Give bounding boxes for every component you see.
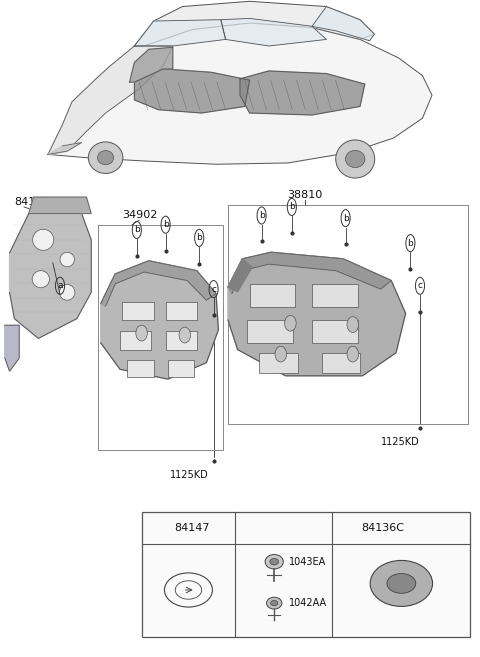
Circle shape	[179, 327, 191, 343]
Polygon shape	[101, 261, 218, 379]
Ellipse shape	[265, 555, 283, 569]
Text: 1125KD: 1125KD	[170, 470, 209, 480]
Polygon shape	[48, 46, 173, 154]
Bar	[142, 512, 470, 637]
Circle shape	[136, 325, 147, 341]
Ellipse shape	[33, 229, 54, 250]
Ellipse shape	[32, 271, 49, 288]
Circle shape	[275, 346, 287, 362]
Text: b: b	[134, 225, 140, 235]
Polygon shape	[48, 143, 82, 154]
Circle shape	[347, 346, 359, 362]
Bar	[312, 284, 358, 307]
Text: b: b	[196, 233, 202, 242]
Polygon shape	[134, 1, 374, 46]
Ellipse shape	[60, 284, 75, 300]
Ellipse shape	[370, 560, 432, 606]
Bar	[322, 353, 360, 373]
Ellipse shape	[387, 574, 416, 593]
Ellipse shape	[88, 142, 123, 173]
Text: b: b	[408, 238, 413, 248]
Text: b: b	[343, 214, 348, 223]
Bar	[166, 302, 197, 320]
Polygon shape	[312, 7, 374, 41]
Ellipse shape	[346, 150, 365, 168]
Polygon shape	[134, 69, 250, 113]
Text: c: c	[211, 284, 216, 294]
Bar	[247, 320, 293, 343]
Polygon shape	[5, 325, 19, 371]
Polygon shape	[134, 20, 226, 46]
Text: 84147: 84147	[174, 523, 210, 533]
Text: a: a	[157, 524, 163, 533]
Bar	[166, 331, 197, 350]
Text: b: b	[259, 211, 264, 220]
Bar	[120, 331, 151, 350]
Bar	[259, 353, 298, 373]
Text: 34902: 34902	[122, 210, 158, 220]
Bar	[250, 284, 295, 307]
Bar	[127, 360, 154, 377]
Text: 84120: 84120	[14, 197, 50, 207]
Ellipse shape	[336, 140, 375, 178]
Text: b: b	[163, 220, 168, 229]
Polygon shape	[228, 252, 391, 294]
Polygon shape	[10, 214, 91, 338]
Text: 38810: 38810	[287, 191, 323, 200]
Text: c: c	[418, 281, 422, 290]
Polygon shape	[101, 261, 216, 306]
Ellipse shape	[270, 558, 278, 565]
Circle shape	[347, 317, 359, 332]
Ellipse shape	[271, 600, 278, 606]
Polygon shape	[221, 18, 326, 46]
Polygon shape	[130, 47, 173, 82]
Polygon shape	[240, 71, 365, 115]
Text: c: c	[344, 524, 349, 533]
Circle shape	[285, 315, 296, 331]
Bar	[122, 302, 154, 320]
Ellipse shape	[266, 597, 282, 609]
Text: a: a	[57, 281, 63, 290]
Polygon shape	[228, 259, 252, 292]
Text: 1125KD: 1125KD	[382, 437, 420, 447]
Polygon shape	[29, 197, 91, 214]
Polygon shape	[48, 23, 432, 164]
Ellipse shape	[97, 150, 114, 165]
Polygon shape	[228, 252, 406, 376]
Bar	[168, 360, 194, 377]
Bar	[312, 320, 358, 343]
Text: 84136C: 84136C	[361, 523, 404, 533]
Ellipse shape	[60, 252, 74, 267]
Text: 1043EA: 1043EA	[288, 556, 326, 567]
Text: b: b	[247, 524, 252, 533]
Text: 1042AA: 1042AA	[288, 598, 327, 608]
Text: b: b	[289, 202, 295, 212]
